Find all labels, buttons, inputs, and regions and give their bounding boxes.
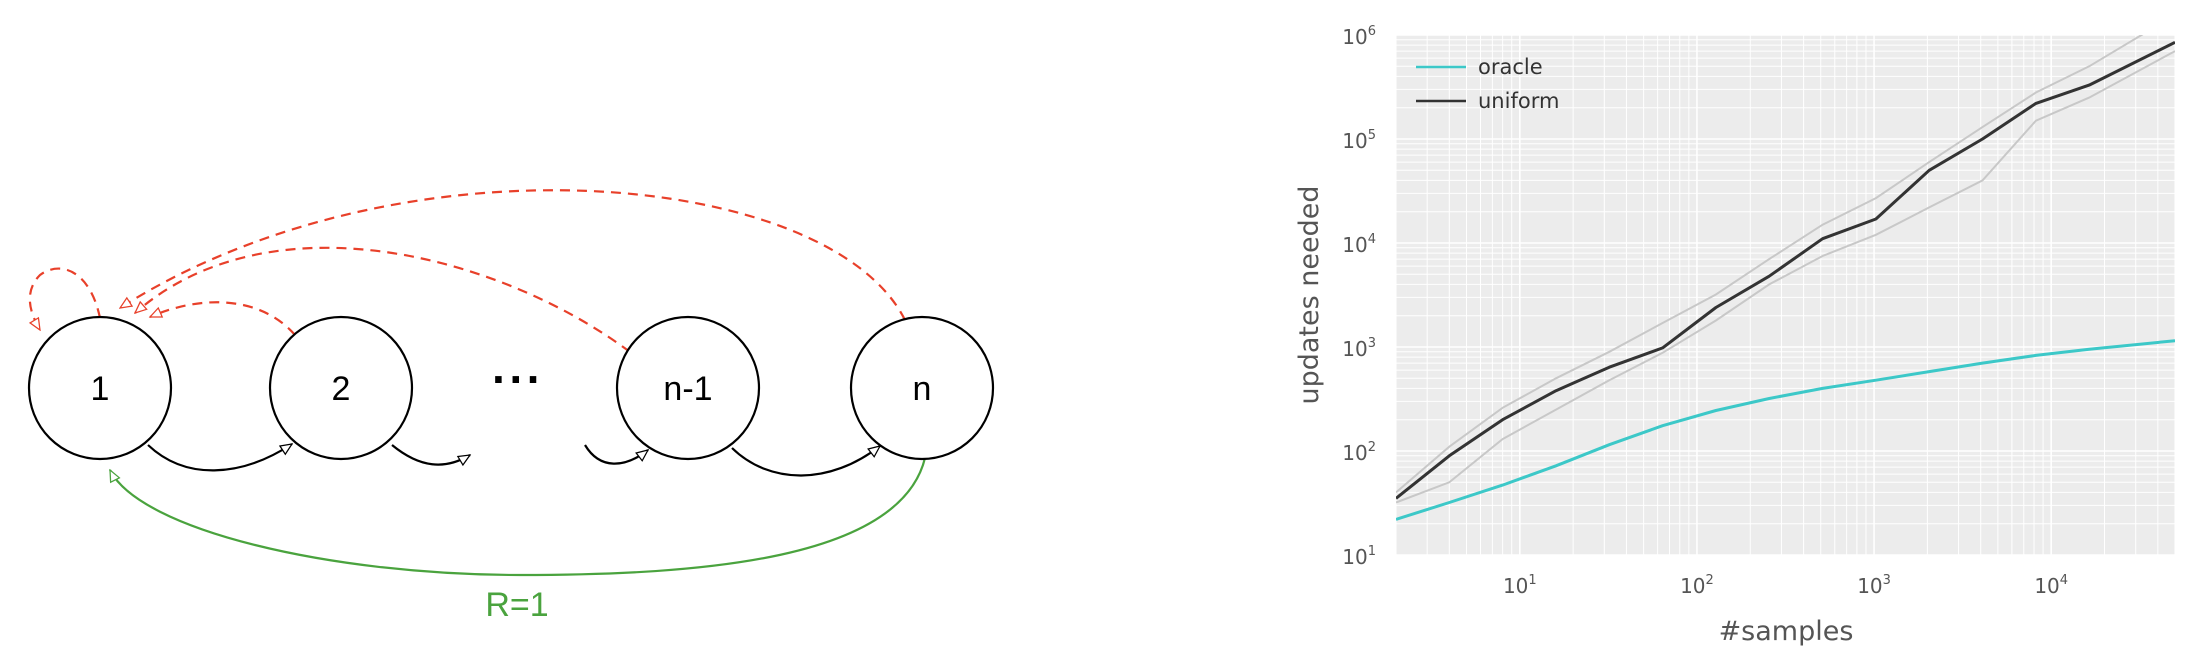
state-node-n-1: n-1 [615, 315, 761, 461]
x-tick-label: 102 [1680, 573, 1714, 598]
reset-arrow-from-2 [150, 301, 296, 336]
x-tick-label: 103 [1857, 573, 1891, 598]
x-tick-label: 104 [2034, 573, 2068, 598]
state-node-n: n [849, 315, 995, 461]
forward-arrow-1-2 [147, 443, 292, 472]
self-loop-arrow [28, 267, 102, 330]
chain-mdp-diagram: 1 2 ··· n-1 n R=1 [27, 189, 995, 624]
plot-background [1396, 35, 2175, 555]
reset-transitions [28, 189, 906, 353]
legend-label-oracle: oracle [1478, 55, 1543, 79]
reset-arrow-from-n-1 [135, 246, 631, 353]
y-tick-labels: 101 102 103 104 105 106 [1342, 24, 1376, 569]
x-tick-labels: 101 102 103 104 [1503, 573, 2068, 598]
y-tick-label: 105 [1342, 128, 1376, 153]
forward-arrow-2-ellipsis [391, 444, 470, 465]
band-lines [1396, 35, 2175, 504]
reward-label: R=1 [485, 586, 548, 624]
legend-label-uniform: uniform [1478, 89, 1559, 113]
series-line-oracle [1396, 339, 2175, 521]
state-label-2: 2 [332, 370, 351, 408]
state-label-1: 1 [91, 370, 110, 408]
forward-transitions [147, 443, 880, 477]
y-axis-label: updates needed [1294, 185, 1325, 404]
grid [1395, 34, 2176, 556]
x-tick-label: 101 [1503, 573, 1537, 598]
y-tick-label: 102 [1342, 440, 1376, 465]
y-tick-label: 106 [1342, 24, 1376, 49]
series-line-uniform [1396, 40, 2175, 500]
y-tick-label: 101 [1342, 544, 1376, 569]
x-axis-label: #samples [1719, 616, 1854, 647]
legend: oracle uniform [1416, 55, 1559, 113]
y-tick-label: 103 [1342, 336, 1376, 361]
y-tick-label: 104 [1342, 232, 1376, 257]
series-lines [1396, 40, 2175, 521]
state-node-1: 1 [27, 315, 173, 461]
ellipsis: ··· [492, 353, 544, 405]
forward-arrow-n-1-n [731, 446, 880, 477]
band-line-0 [1396, 35, 2144, 494]
forward-arrow-ellipsis-n-1 [584, 444, 648, 465]
state-node-2: 2 [268, 315, 414, 461]
reward-arrow [109, 457, 927, 577]
state-label-n-1: n-1 [663, 370, 712, 408]
band-line-1 [1396, 50, 2175, 504]
reset-arrow-from-n [120, 189, 906, 321]
state-label-n: n [913, 370, 932, 408]
